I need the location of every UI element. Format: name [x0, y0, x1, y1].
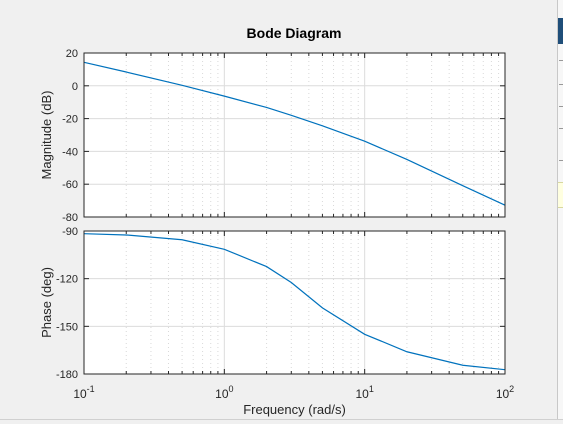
x-tick-label: 101 — [355, 384, 373, 401]
y-tick-label: -20 — [62, 114, 78, 126]
side-panel-text-line — [559, 128, 563, 129]
phase-trace — [83, 233, 506, 371]
x-tick-label: 102 — [496, 384, 514, 401]
phase-axes-background — [84, 231, 505, 374]
x-axis-label: Frequency (rad/s) — [243, 402, 346, 417]
magnitude-axes: 20 0 -20 -40 -60 -80 Magnitude (dB) — [39, 48, 506, 224]
y-tick-label: -180 — [56, 369, 78, 381]
y-tick-label: -120 — [56, 274, 78, 286]
x-tick-label: 100 — [215, 384, 233, 401]
y-tick-label: -150 — [56, 321, 78, 333]
phase-axes: -90 -120 -150 -180 Phase (deg) — [39, 226, 506, 381]
side-panel-text-line — [559, 60, 563, 61]
magnitude-trace — [83, 61, 506, 206]
phase-ylabel: Phase (deg) — [39, 267, 54, 338]
side-panel-header — [558, 18, 563, 44]
chart-title: Bode Diagram — [247, 25, 342, 41]
side-panel[interactable] — [557, 0, 563, 423]
y-tick-label: -60 — [62, 179, 78, 191]
side-panel-text-line — [559, 84, 563, 85]
y-tick-label: 0 — [72, 81, 78, 93]
magnitude-ylabel: Magnitude (dB) — [39, 91, 54, 180]
side-panel-text-line — [559, 106, 563, 107]
y-tick-label: -40 — [62, 146, 78, 158]
magnitude-axes-background — [84, 53, 505, 217]
side-panel-divider — [559, 160, 563, 161]
bottom-bar — [0, 419, 563, 424]
x-tick-label: 10-1 — [73, 384, 94, 401]
phase-axes-frame — [83, 230, 506, 375]
y-tick-label: -90 — [62, 226, 78, 238]
y-tick-label: 20 — [66, 48, 78, 60]
y-tick-label: -80 — [62, 212, 78, 224]
side-panel-highlight — [558, 182, 563, 208]
magnitude-axes-frame — [83, 52, 506, 218]
